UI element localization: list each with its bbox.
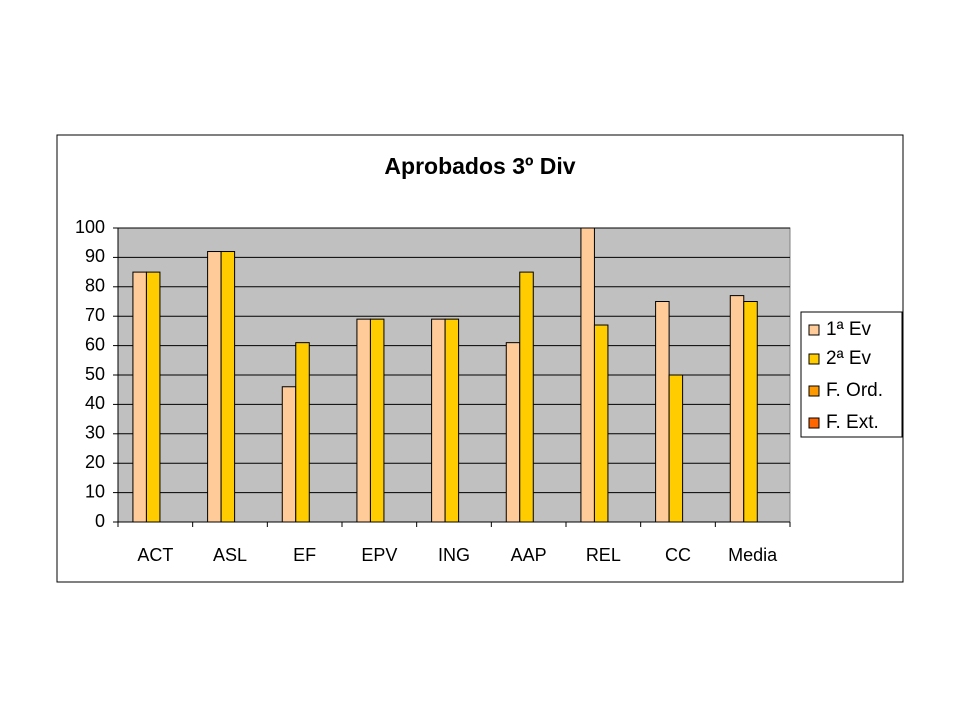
x-tick-label: CC bbox=[665, 545, 691, 565]
y-tick-label: 30 bbox=[85, 423, 105, 443]
bar bbox=[356, 318, 371, 523]
y-tick-label: 100 bbox=[75, 217, 105, 237]
y-tick-label: 20 bbox=[85, 452, 105, 472]
x-tick-label: Media bbox=[728, 545, 778, 565]
bar bbox=[655, 301, 670, 523]
legend-label: 1ª Ev bbox=[826, 319, 872, 340]
y-tick-label: 60 bbox=[85, 334, 105, 354]
bar bbox=[145, 271, 161, 523]
bar bbox=[207, 251, 222, 523]
y-tick-label: 0 bbox=[95, 511, 105, 531]
x-tick-label: ASL bbox=[213, 545, 247, 565]
legend-label: F. Ext. bbox=[826, 412, 879, 433]
x-tick-label: ACT bbox=[137, 545, 173, 565]
chart-title: Aprobados 3º Div bbox=[384, 153, 575, 179]
bar bbox=[431, 318, 446, 523]
bar bbox=[668, 374, 684, 523]
bar bbox=[295, 342, 310, 523]
bar bbox=[132, 271, 147, 523]
bar bbox=[519, 271, 534, 523]
y-tick-label: 10 bbox=[85, 481, 105, 501]
bar bbox=[743, 301, 758, 523]
legend-label: F. Ord. bbox=[826, 380, 883, 401]
y-tick-label: 40 bbox=[85, 393, 105, 413]
bar bbox=[505, 342, 521, 523]
legend-swatch bbox=[808, 324, 820, 336]
legend-swatch bbox=[808, 385, 820, 397]
x-tick-label: EPV bbox=[361, 545, 397, 565]
bar bbox=[220, 251, 236, 523]
bar bbox=[281, 386, 297, 523]
y-tick-label: 70 bbox=[85, 305, 105, 325]
bar bbox=[444, 318, 460, 523]
x-tick-label: REL bbox=[586, 545, 621, 565]
y-tick-label: 50 bbox=[85, 364, 105, 384]
bar bbox=[369, 318, 385, 523]
legend-swatch bbox=[808, 417, 820, 429]
bar bbox=[729, 295, 745, 523]
legend-label: 2ª Ev bbox=[826, 348, 872, 369]
bar bbox=[580, 227, 595, 523]
y-tick-label: 90 bbox=[85, 246, 105, 266]
x-tick-label: ING bbox=[438, 545, 470, 565]
y-tick-label: 80 bbox=[85, 276, 105, 296]
bar bbox=[593, 324, 609, 523]
x-tick-label: AAP bbox=[511, 545, 547, 565]
x-tick-label: EF bbox=[293, 545, 316, 565]
legend-swatch bbox=[808, 353, 820, 365]
